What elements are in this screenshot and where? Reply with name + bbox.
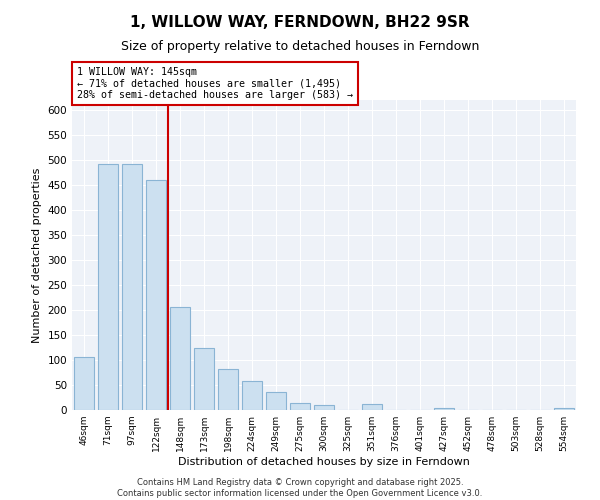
Text: 1, WILLOW WAY, FERNDOWN, BH22 9SR: 1, WILLOW WAY, FERNDOWN, BH22 9SR [130, 15, 470, 30]
Bar [170, 306, 190, 410]
Bar [242, 381, 262, 410]
Text: 1 WILLOW WAY: 145sqm
← 71% of detached houses are smaller (1,495)
28% of semi-de: 1 WILLOW WAY: 145sqm ← 71% of detached h… [77, 67, 353, 100]
Y-axis label: Number of detached properties: Number of detached properties [32, 168, 42, 342]
Bar [314, 405, 334, 410]
Bar [434, 408, 454, 410]
Bar [362, 404, 382, 410]
Bar [146, 180, 166, 410]
X-axis label: Distribution of detached houses by size in Ferndown: Distribution of detached houses by size … [178, 457, 470, 467]
Bar [554, 408, 574, 410]
Text: Size of property relative to detached houses in Ferndown: Size of property relative to detached ho… [121, 40, 479, 53]
Text: Contains HM Land Registry data © Crown copyright and database right 2025.
Contai: Contains HM Land Registry data © Crown c… [118, 478, 482, 498]
Bar [194, 348, 214, 410]
Bar [290, 402, 310, 410]
Bar [266, 392, 286, 410]
Bar [122, 164, 142, 410]
Bar [74, 356, 94, 410]
Bar [98, 164, 118, 410]
Bar [218, 369, 238, 410]
